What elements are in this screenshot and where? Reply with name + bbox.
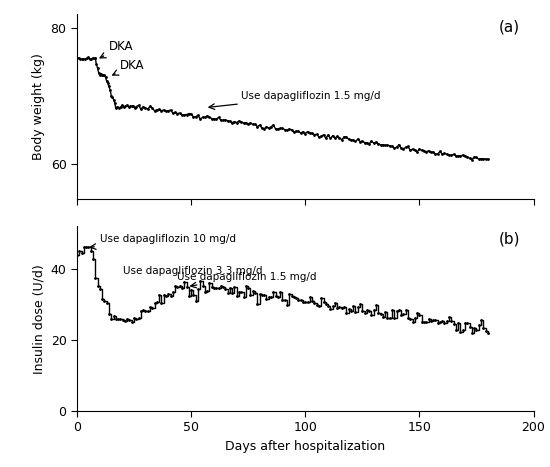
Text: (b): (b) <box>498 232 520 247</box>
Text: Use dapagliflozin 3.3 mg/d: Use dapagliflozin 3.3 mg/d <box>123 266 262 276</box>
Text: (a): (a) <box>499 20 520 35</box>
Y-axis label: Insulin dose (U/d): Insulin dose (U/d) <box>32 264 45 374</box>
Text: DKA: DKA <box>113 59 145 75</box>
Y-axis label: Body weight (kg): Body weight (kg) <box>32 53 45 160</box>
Text: Use dapagliflozin 1.5 mg/d: Use dapagliflozin 1.5 mg/d <box>209 91 381 109</box>
Text: Use dapagliflozin 10 mg/d: Use dapagliflozin 10 mg/d <box>90 234 236 249</box>
Text: DKA: DKA <box>100 40 134 58</box>
Text: Use dapagliflozin 1.5 mg/d: Use dapagliflozin 1.5 mg/d <box>178 272 317 288</box>
X-axis label: Days after hospitalization: Days after hospitalization <box>225 440 386 453</box>
